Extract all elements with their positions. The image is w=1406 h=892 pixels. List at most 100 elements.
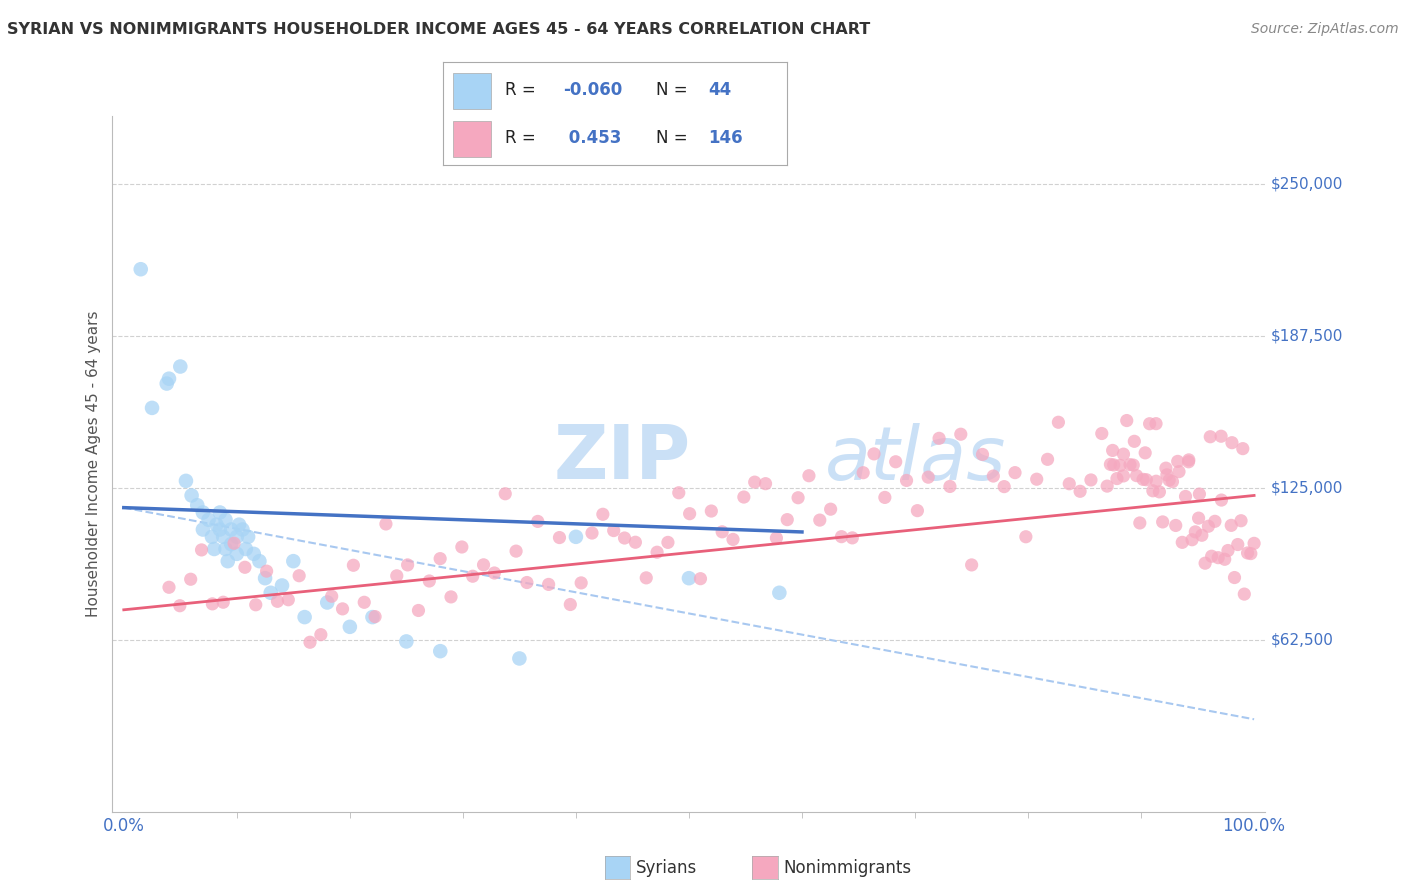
- Point: [1144, 417, 1167, 431]
- Text: Syrians: Syrians: [636, 859, 697, 877]
- Point: [429, 644, 451, 658]
- Point: [949, 427, 972, 442]
- Point: [711, 524, 734, 539]
- Point: [1236, 546, 1258, 560]
- Point: [1047, 415, 1070, 429]
- Text: ZIP: ZIP: [554, 423, 690, 495]
- Point: [797, 468, 820, 483]
- Point: [1133, 446, 1156, 460]
- Point: [1091, 426, 1114, 441]
- Text: $62,500: $62,500: [1271, 632, 1334, 648]
- Point: [1095, 479, 1118, 493]
- Point: [212, 530, 235, 544]
- Point: [1099, 458, 1122, 472]
- Point: [1230, 514, 1253, 528]
- Text: $125,000: $125,000: [1271, 481, 1344, 496]
- Point: [905, 503, 928, 517]
- Point: [1199, 430, 1222, 444]
- Point: [1206, 550, 1229, 565]
- Point: [602, 524, 624, 538]
- Point: [863, 447, 886, 461]
- Point: [776, 513, 799, 527]
- Point: [939, 479, 962, 493]
- Point: [1194, 556, 1216, 570]
- Point: [1149, 484, 1171, 499]
- Point: [636, 571, 658, 585]
- Point: [205, 517, 228, 532]
- Point: [1154, 461, 1177, 475]
- Point: [157, 580, 180, 594]
- Point: [236, 530, 259, 544]
- Point: [852, 466, 875, 480]
- Point: [1240, 547, 1263, 561]
- Point: [1167, 454, 1189, 468]
- Point: [1187, 511, 1209, 525]
- Text: atlas: atlas: [824, 423, 1005, 495]
- Point: [321, 589, 343, 603]
- Point: [222, 536, 245, 550]
- Point: [342, 558, 364, 573]
- Point: [408, 603, 430, 617]
- Point: [1181, 533, 1204, 547]
- Point: [1122, 458, 1144, 472]
- Point: [993, 480, 1015, 494]
- Point: [1184, 524, 1206, 539]
- Point: [174, 474, 197, 488]
- Text: 0.453: 0.453: [564, 129, 621, 147]
- Point: [1204, 514, 1226, 528]
- Point: [1142, 483, 1164, 498]
- Point: [1178, 453, 1201, 467]
- Point: [266, 594, 288, 608]
- Point: [1102, 458, 1125, 472]
- Point: [214, 513, 236, 527]
- Point: [191, 523, 214, 537]
- Point: [231, 523, 253, 537]
- Point: [689, 572, 711, 586]
- Point: [212, 595, 235, 609]
- Point: [972, 447, 994, 461]
- Point: [1233, 587, 1256, 601]
- Point: [225, 547, 247, 561]
- Y-axis label: Householder Income Ages 45 - 64 years: Householder Income Ages 45 - 64 years: [86, 310, 101, 617]
- Point: [254, 571, 277, 585]
- Point: [565, 530, 588, 544]
- Point: [1211, 493, 1233, 508]
- Point: [678, 571, 700, 585]
- Point: [896, 474, 918, 488]
- Point: [581, 526, 603, 541]
- Point: [245, 598, 267, 612]
- Point: [1213, 552, 1236, 566]
- Point: [917, 470, 939, 484]
- Point: [298, 635, 321, 649]
- Point: [1015, 530, 1038, 544]
- Point: [440, 590, 463, 604]
- Point: [1188, 487, 1211, 501]
- Point: [768, 586, 790, 600]
- Text: $187,500: $187,500: [1271, 328, 1344, 343]
- Text: $250,000: $250,000: [1271, 177, 1344, 192]
- Point: [217, 554, 239, 568]
- Point: [754, 476, 776, 491]
- Point: [1025, 472, 1047, 486]
- Point: [260, 586, 283, 600]
- Point: [1123, 434, 1146, 449]
- Point: [235, 541, 257, 556]
- Point: [461, 569, 484, 583]
- Point: [233, 560, 256, 574]
- Point: [668, 485, 690, 500]
- Point: [1112, 447, 1135, 461]
- Point: [1004, 466, 1026, 480]
- Point: [981, 469, 1004, 483]
- Text: N =: N =: [657, 129, 688, 147]
- Text: R =: R =: [505, 129, 536, 147]
- Point: [1129, 516, 1152, 530]
- Point: [1159, 473, 1181, 487]
- Point: [169, 599, 191, 613]
- Point: [156, 376, 179, 391]
- Point: [374, 516, 396, 531]
- Point: [1197, 519, 1219, 533]
- Point: [787, 491, 810, 505]
- Point: [1152, 515, 1174, 529]
- Point: [1101, 443, 1123, 458]
- Point: [1232, 442, 1254, 456]
